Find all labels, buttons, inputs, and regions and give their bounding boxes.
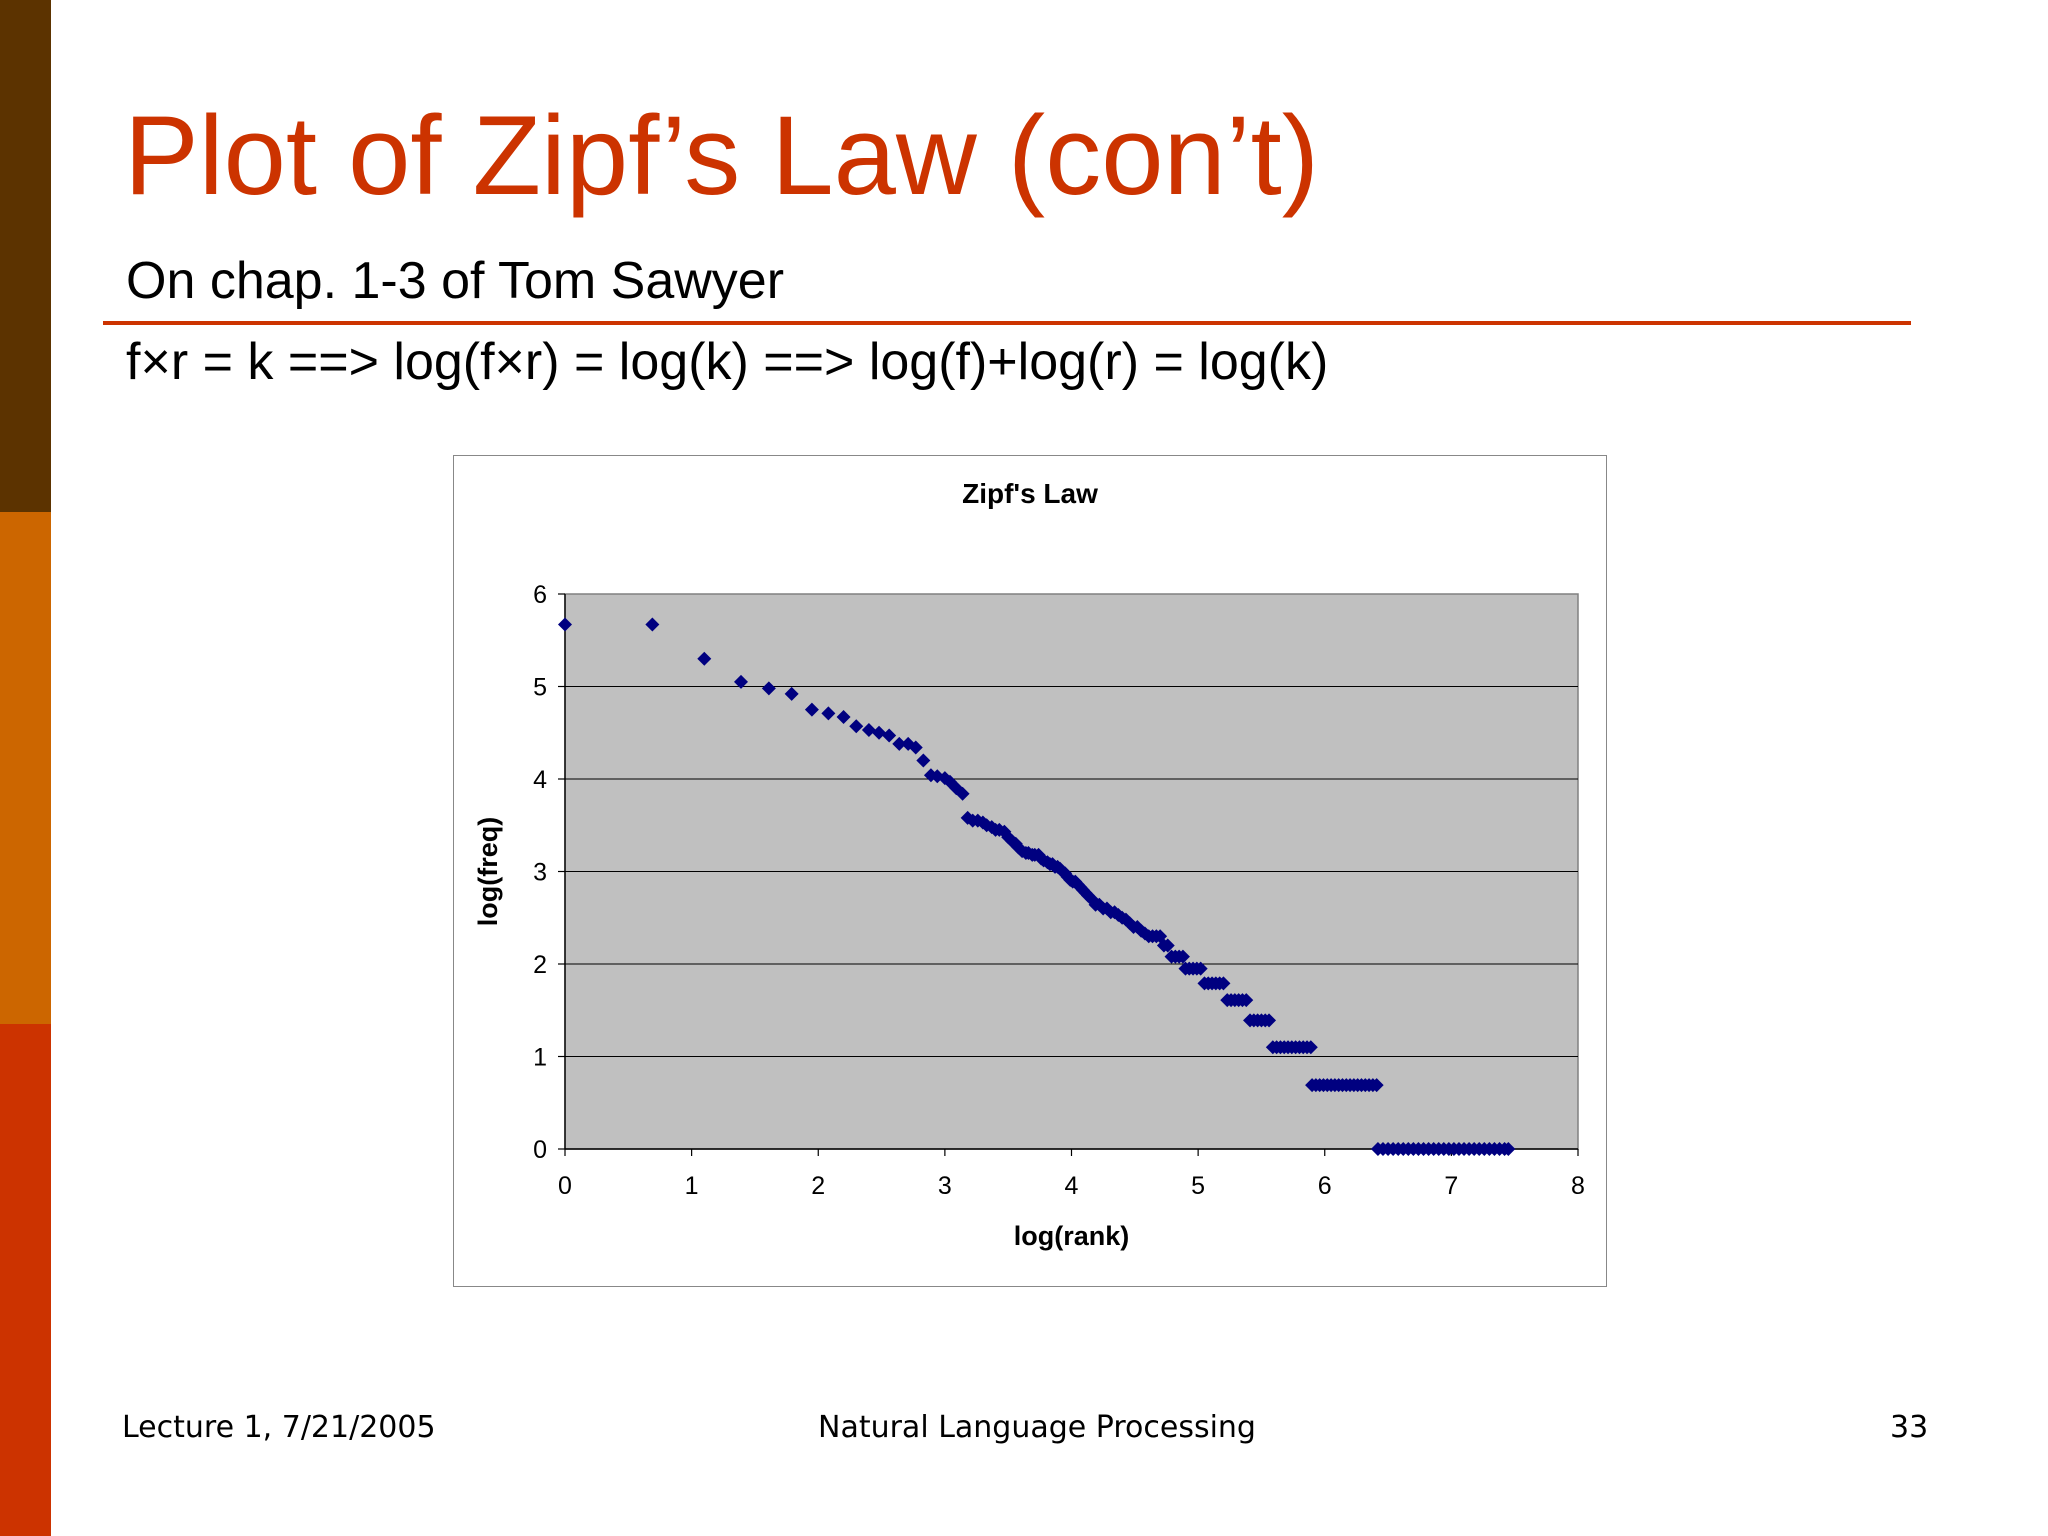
data-point bbox=[558, 617, 572, 632]
y-tick-label: 1 bbox=[533, 1044, 547, 1072]
y-tick-label: 4 bbox=[533, 766, 547, 794]
data-point bbox=[882, 728, 897, 743]
sidebar-accent-bar bbox=[0, 0, 51, 1536]
data-point bbox=[1303, 1040, 1318, 1055]
data-point bbox=[1001, 830, 1016, 845]
x-axis-label: log(rank) bbox=[1014, 1221, 1130, 1251]
y-tick-label: 6 bbox=[533, 581, 547, 609]
y-tick-label: 0 bbox=[533, 1136, 547, 1164]
zipf-scatter-chart: 0 1 2 3 4 5 6 0 1 2 3 4 5 6 7 8 Zipf's Law log(rank) lo… bbox=[473, 478, 1585, 1251]
title-divider bbox=[103, 321, 1911, 325]
footer-course-name: Natural Language Processing bbox=[818, 1410, 1256, 1445]
data-point bbox=[697, 651, 712, 666]
data-point bbox=[836, 710, 851, 725]
slide-subtitle: On chap. 1-3 of Tom Sawyer bbox=[126, 252, 785, 310]
tick-labels: 0 1 2 3 4 5 6 0 1 2 3 4 5 6 7 8 bbox=[533, 581, 1585, 1200]
data-point bbox=[872, 725, 887, 740]
data-point bbox=[1193, 961, 1208, 976]
data-point bbox=[1501, 1142, 1516, 1156]
y-tick-label: 2 bbox=[533, 951, 547, 979]
x-tick-label: 7 bbox=[1444, 1172, 1458, 1200]
data-point bbox=[942, 774, 957, 789]
y-tick-label: 5 bbox=[533, 674, 547, 702]
data-point bbox=[923, 768, 938, 783]
sidebar-segment-top bbox=[0, 0, 51, 512]
data-point bbox=[784, 686, 799, 701]
data-point bbox=[861, 722, 876, 737]
footer-lecture-date: Lecture 1, 7/21/2005 bbox=[122, 1410, 436, 1445]
chart-area: 0 1 2 3 4 5 6 0 1 2 3 4 5 6 7 8 Zipf's Law log(rank) lo… bbox=[453, 455, 1607, 1287]
chart-title: Zipf's Law bbox=[962, 478, 1098, 509]
data-point bbox=[821, 706, 836, 721]
data-points bbox=[558, 617, 1516, 1156]
data-point bbox=[645, 617, 660, 632]
data-point bbox=[1122, 916, 1137, 931]
x-tick-label: 3 bbox=[938, 1172, 952, 1200]
data-point bbox=[761, 681, 776, 696]
x-tick-label: 4 bbox=[1065, 1172, 1079, 1200]
gridlines bbox=[565, 686, 1578, 1057]
zipf-formula: f×r = k ==> log(f×r) = log(k) ==> log(f)… bbox=[126, 333, 1329, 391]
x-tick-label: 6 bbox=[1318, 1172, 1332, 1200]
data-point bbox=[955, 786, 970, 801]
data-point bbox=[849, 719, 864, 734]
data-point bbox=[1369, 1078, 1384, 1093]
x-tick-label: 1 bbox=[685, 1172, 699, 1200]
x-tick-label: 2 bbox=[811, 1172, 825, 1200]
data-point bbox=[804, 702, 819, 717]
data-point bbox=[1160, 938, 1175, 953]
slide-title: Plot of Zipf’s Law (con’t) bbox=[124, 93, 1320, 218]
data-point bbox=[734, 674, 749, 689]
data-point bbox=[1239, 993, 1254, 1008]
data-point bbox=[1262, 1013, 1277, 1028]
sidebar-segment-bottom bbox=[0, 1024, 51, 1536]
data-point bbox=[908, 740, 923, 755]
x-tick-label: 0 bbox=[558, 1172, 572, 1200]
x-tick-label: 5 bbox=[1191, 1172, 1205, 1200]
sidebar-segment-middle bbox=[0, 512, 51, 1024]
data-point bbox=[892, 736, 907, 751]
data-point bbox=[1175, 949, 1190, 964]
x-tick-label: 8 bbox=[1571, 1172, 1585, 1200]
data-point bbox=[1216, 976, 1231, 991]
y-axis-label: log(freq) bbox=[473, 817, 503, 926]
y-tick-label: 3 bbox=[533, 859, 547, 887]
data-point bbox=[916, 753, 931, 768]
page-number: 33 bbox=[1890, 1410, 1929, 1445]
data-point bbox=[1099, 901, 1114, 916]
